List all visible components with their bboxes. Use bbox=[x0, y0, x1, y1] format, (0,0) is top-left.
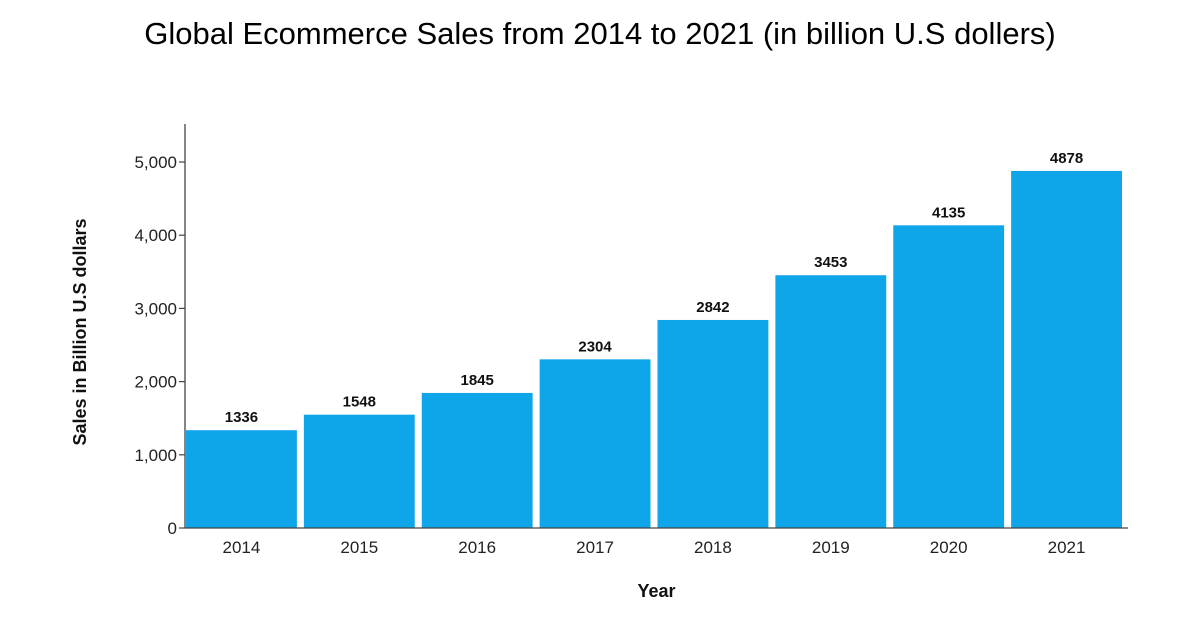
ticks-layer: 2014 2015 2016 2017 2018 2019 2020 2021 0 1,000 2,… bbox=[134, 153, 1085, 557]
bar-2018 bbox=[657, 319, 769, 528]
bar-2014 bbox=[186, 430, 297, 528]
bar-2017 bbox=[539, 359, 651, 528]
x-axis-title: Year bbox=[637, 581, 675, 601]
data-label-2015: 1548 bbox=[343, 394, 376, 411]
bars-layer bbox=[186, 170, 1122, 528]
y-tick-label: 5,000 bbox=[134, 153, 177, 172]
data-label-2016: 1845 bbox=[461, 372, 494, 389]
x-tick-label-2016: 2016 bbox=[458, 538, 496, 557]
x-tick-label-2015: 2015 bbox=[340, 538, 378, 557]
bar-2021 bbox=[1011, 170, 1122, 528]
y-tick-label: 0 bbox=[168, 519, 177, 538]
y-axis-title: Sales in Billion U.S dollars bbox=[70, 218, 90, 445]
y-tick-label: 2,000 bbox=[134, 373, 177, 392]
chart-title: Global Ecommerce Sales from 2014 to 2021… bbox=[144, 16, 1056, 51]
x-tick-label-2021: 2021 bbox=[1048, 538, 1086, 557]
bar-2015 bbox=[303, 414, 415, 528]
data-label-2019: 3453 bbox=[814, 254, 847, 271]
data-labels-layer: 1336 1548 1845 2304 2842 3453 4135 4878 bbox=[225, 150, 1084, 426]
bar-2020 bbox=[893, 225, 1005, 528]
x-tick-label-2019: 2019 bbox=[812, 538, 850, 557]
data-label-2020: 4135 bbox=[932, 204, 965, 221]
y-tick-label: 3,000 bbox=[134, 299, 177, 318]
x-tick-label-2020: 2020 bbox=[930, 538, 968, 557]
axes-layer bbox=[179, 124, 1128, 529]
x-tick-label-2018: 2018 bbox=[694, 538, 732, 557]
data-label-2014: 1336 bbox=[225, 409, 258, 426]
data-label-2021: 4878 bbox=[1050, 150, 1083, 167]
x-tick-label-2017: 2017 bbox=[576, 538, 614, 557]
y-tick-label: 1,000 bbox=[134, 446, 177, 465]
y-tick-label: 4,000 bbox=[134, 226, 177, 245]
data-label-2017: 2304 bbox=[578, 338, 612, 355]
bar-2019 bbox=[775, 275, 887, 528]
x-tick-label-2014: 2014 bbox=[223, 538, 261, 557]
bar-2016 bbox=[421, 392, 533, 528]
data-label-2018: 2842 bbox=[696, 299, 729, 316]
